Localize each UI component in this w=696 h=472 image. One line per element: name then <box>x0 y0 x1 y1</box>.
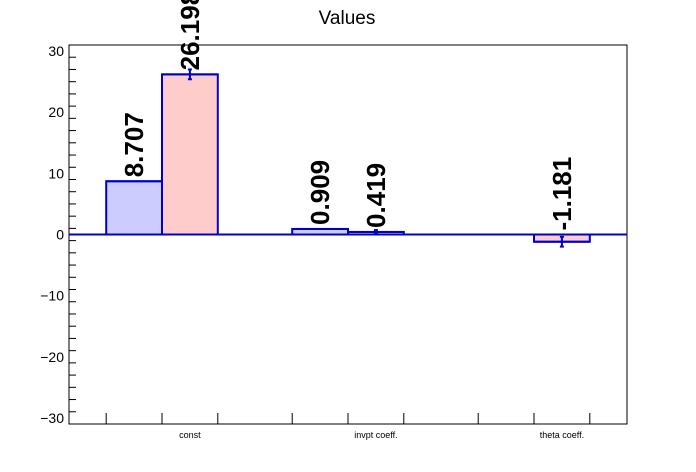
y-tick-label: 20 <box>48 104 64 120</box>
y-tick-label: −10 <box>40 288 64 304</box>
bars <box>69 68 627 248</box>
x-axis: const invpt coeff. theta coeff. <box>105 413 591 440</box>
y-tick-label: 10 <box>48 165 64 181</box>
data-label: 26.198 <box>175 0 205 70</box>
data-label: 0.909 <box>305 160 335 225</box>
data-label: 8.707 <box>119 112 149 177</box>
x-category-label: theta coeff. <box>540 430 584 440</box>
data-label: -1.181 <box>547 157 577 231</box>
bar <box>105 180 163 236</box>
data-label: 0.419 <box>361 163 391 228</box>
chart-title: Values <box>319 8 376 29</box>
bar <box>161 73 219 236</box>
y-tick-label: 0 <box>56 227 64 243</box>
y-axis: −30 −20 −10 0 10 20 30 <box>40 43 76 426</box>
x-category-label: const <box>179 430 201 440</box>
y-tick-label: 30 <box>48 43 64 59</box>
data-labels: 8.707 0.909 26.198 0.419 -1.181 <box>119 0 577 231</box>
x-category-label: invpt coeff. <box>354 430 397 440</box>
y-tick-label: −20 <box>40 349 64 365</box>
y-tick-label: −30 <box>40 410 64 426</box>
